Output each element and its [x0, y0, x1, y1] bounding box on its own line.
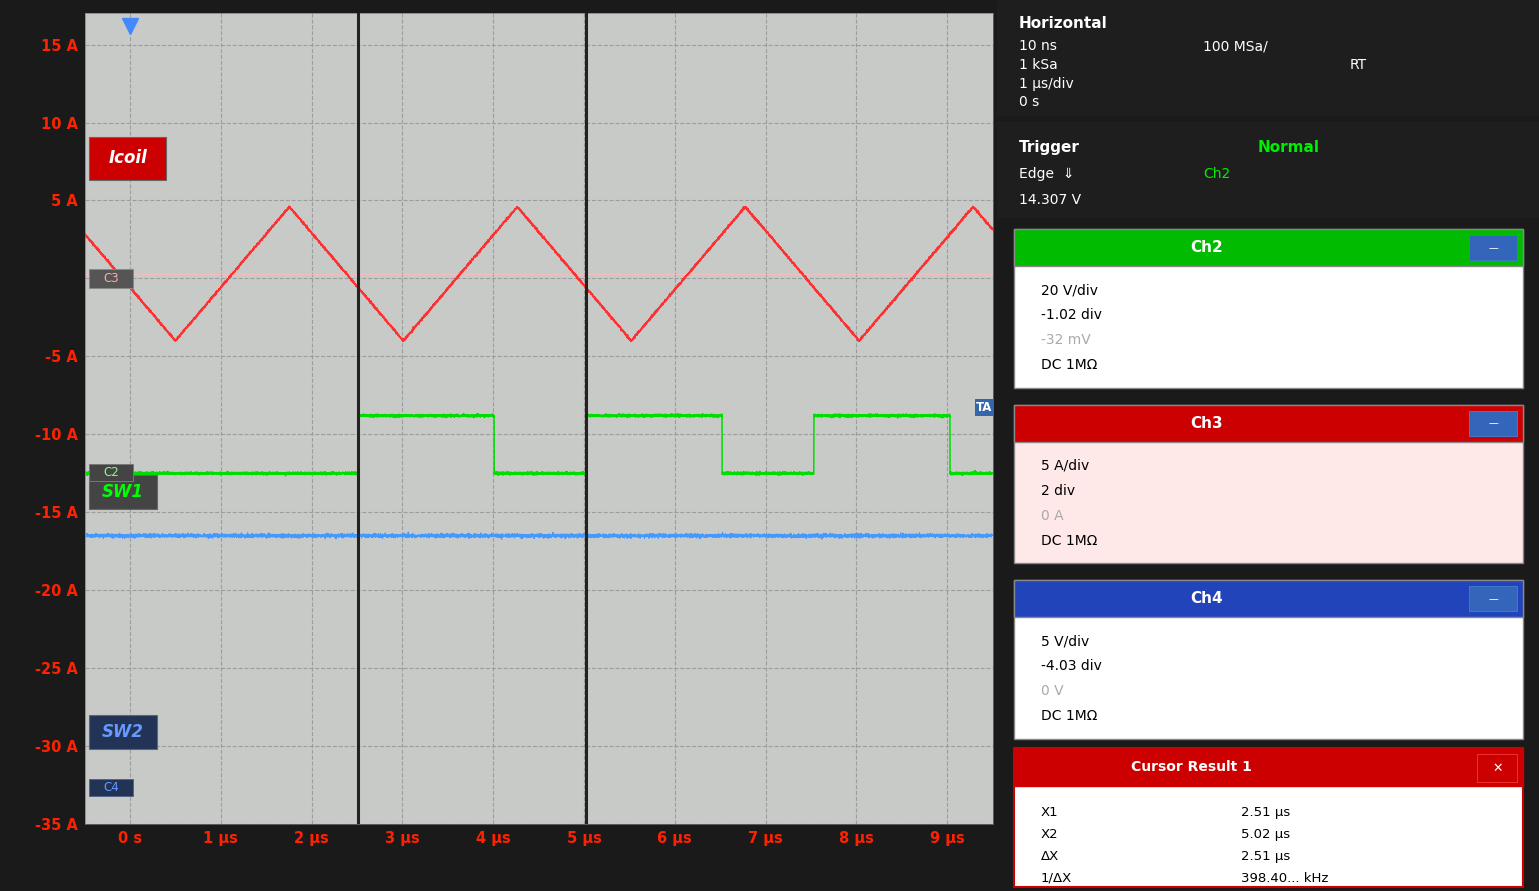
Text: C2: C2 [103, 466, 119, 479]
Text: Edge  ⇓: Edge ⇓ [1019, 167, 1083, 181]
Text: 2 div: 2 div [1040, 484, 1074, 498]
Text: Ch4: Ch4 [1191, 592, 1224, 606]
Text: Ch2: Ch2 [1191, 241, 1224, 255]
Text: 5.02 μs: 5.02 μs [1240, 828, 1290, 841]
Text: 1 μs/div: 1 μs/div [1019, 77, 1074, 91]
Text: X1: X1 [1040, 806, 1059, 820]
Text: 1/ΔX: 1/ΔX [1040, 872, 1071, 885]
Bar [1014, 580, 1522, 617]
Text: Icoil: Icoil [108, 150, 148, 168]
Bar [89, 136, 166, 180]
Text: 20 V/div: 20 V/div [1040, 283, 1097, 298]
Text: 1 kSa: 1 kSa [1019, 58, 1057, 72]
Text: Horizontal: Horizontal [1019, 16, 1108, 30]
Bar [1014, 229, 1522, 388]
Text: —: — [1488, 242, 1497, 253]
Text: X2: X2 [1040, 828, 1059, 841]
Text: 100 MSa/: 100 MSa/ [1203, 39, 1268, 53]
Text: C3: C3 [103, 272, 119, 285]
Text: Ch3: Ch3 [1191, 416, 1224, 430]
Bar [1468, 586, 1517, 611]
Text: SW2: SW2 [102, 723, 145, 741]
Bar [997, 0, 1539, 116]
Text: DC 1MΩ: DC 1MΩ [1040, 358, 1097, 372]
Bar [1468, 411, 1517, 436]
Text: TA: TA [976, 401, 993, 414]
Bar [89, 475, 157, 509]
Text: 5 A/div: 5 A/div [1040, 459, 1090, 473]
Bar [89, 269, 132, 288]
Bar [1014, 229, 1522, 266]
Text: Normal: Normal [1257, 141, 1319, 155]
Bar [1014, 580, 1522, 739]
Text: —: — [1488, 418, 1497, 429]
Text: 10 ns: 10 ns [1019, 39, 1057, 53]
Text: 2.51 μs: 2.51 μs [1240, 850, 1290, 863]
Bar [1014, 748, 1522, 786]
Text: 398.40... kHz: 398.40... kHz [1240, 872, 1328, 885]
Text: 0 s: 0 s [1019, 95, 1039, 110]
Text: 5 V/div: 5 V/div [1040, 634, 1090, 649]
Bar [89, 464, 132, 481]
Text: 0 V: 0 V [1040, 684, 1063, 699]
Text: C4: C4 [103, 781, 119, 794]
Bar [1014, 748, 1522, 887]
Text: Cursor Result 1: Cursor Result 1 [1131, 760, 1253, 774]
Bar [89, 715, 157, 749]
Text: ΔX: ΔX [1040, 850, 1059, 863]
Bar [1014, 405, 1522, 442]
Text: 0 A: 0 A [1040, 509, 1063, 523]
Text: -1.02 div: -1.02 div [1040, 308, 1102, 323]
Bar [1014, 405, 1522, 563]
Text: -32 mV: -32 mV [1040, 333, 1090, 347]
Text: Ch2: Ch2 [1203, 167, 1230, 181]
Text: 14.307 V: 14.307 V [1019, 192, 1080, 207]
Text: —: — [1488, 593, 1497, 604]
Text: Trigger: Trigger [1019, 141, 1080, 155]
Text: -4.03 div: -4.03 div [1040, 659, 1102, 674]
Text: RT: RT [1350, 58, 1367, 72]
Bar [997, 122, 1539, 218]
Bar [1477, 754, 1517, 782]
Text: DC 1MΩ: DC 1MΩ [1040, 534, 1097, 548]
Text: 2.51 μs: 2.51 μs [1240, 806, 1290, 820]
Text: SW1: SW1 [102, 483, 145, 501]
Bar [89, 779, 132, 797]
Text: ✕: ✕ [1491, 762, 1502, 774]
Bar [1468, 235, 1517, 260]
Text: DC 1MΩ: DC 1MΩ [1040, 709, 1097, 723]
